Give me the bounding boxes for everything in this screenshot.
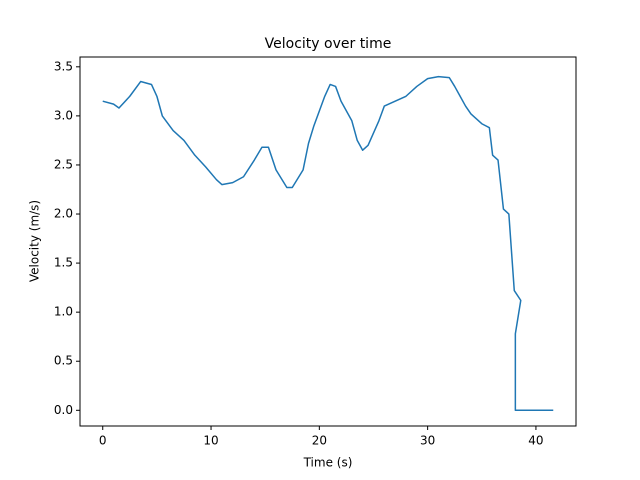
x-axis-label: Time (s) bbox=[303, 456, 353, 470]
y-tick-label: 2.5 bbox=[54, 157, 73, 171]
y-tick-label: 2.0 bbox=[54, 207, 73, 221]
y-tick-label: 3.5 bbox=[54, 59, 73, 73]
y-tick-label: 0.0 bbox=[54, 403, 73, 417]
x-tick-label: 0 bbox=[99, 434, 107, 448]
y-tick-label: 0.5 bbox=[54, 354, 73, 368]
data-line bbox=[102, 75, 554, 412]
x-tick-label: 40 bbox=[528, 434, 543, 448]
chart-title: Velocity over time bbox=[265, 36, 392, 52]
x-tick-label: 30 bbox=[420, 434, 435, 448]
y-tick-label: 3.0 bbox=[54, 108, 73, 122]
x-tick-label: 10 bbox=[203, 434, 218, 448]
y-tick-label: 1.5 bbox=[54, 256, 73, 270]
plot-frame bbox=[79, 56, 577, 427]
x-tick-label: 20 bbox=[312, 434, 327, 448]
y-axis-label: Velocity (m/s) bbox=[28, 200, 42, 282]
y-tick-label: 1.0 bbox=[54, 305, 73, 319]
